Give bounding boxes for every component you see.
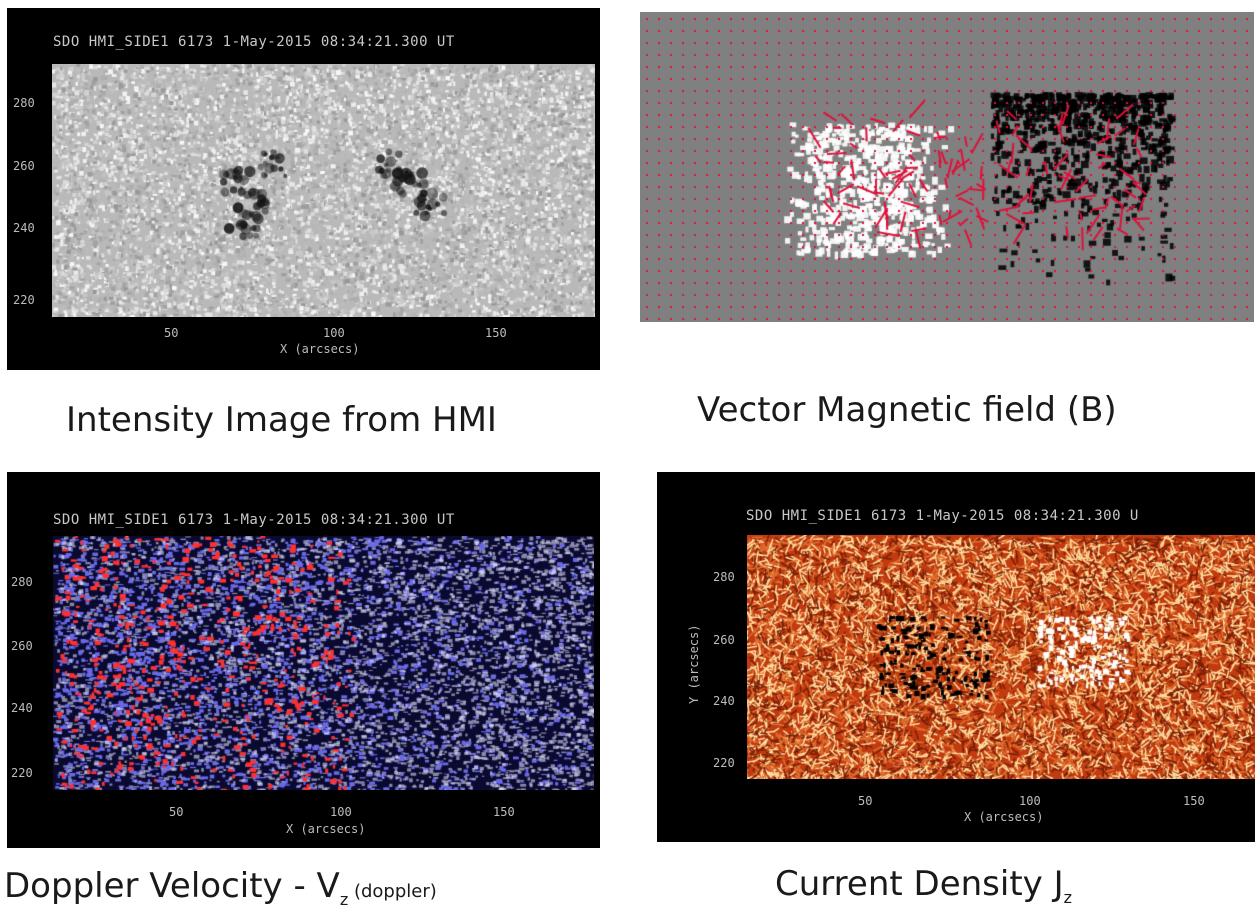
doppler-header: SDO HMI_SIDE1 6173 1-May-2015 08:34:21.3… (53, 512, 455, 528)
y-tick: 260 (713, 633, 735, 647)
caption-doppler-main: Doppler Velocity - V (4, 866, 340, 906)
x-axis-label: X (arcsecs) (286, 822, 366, 836)
y-tick: 280 (713, 570, 735, 584)
y-tick: 240 (11, 701, 33, 715)
x-tick: 50 (169, 805, 184, 819)
caption-intensity: Intensity Image from HMI (66, 400, 497, 440)
doppler-panel: SDO HMI_SIDE1 6173 1-May-2015 08:34:21.3… (7, 472, 600, 848)
x-tick: 150 (493, 805, 515, 819)
y-tick: 220 (13, 293, 35, 307)
caption-current: Current Density Jz (775, 864, 1072, 907)
current-panel: SDO HMI_SIDE1 6173 1-May-2015 08:34:21.3… (657, 472, 1255, 842)
y-tick: 280 (11, 575, 33, 589)
intensity-panel: SDO HMI_SIDE1 6173 1-May-2015 08:34:21.3… (7, 8, 600, 370)
vector-panel (628, 8, 1255, 324)
vector-field-image (640, 12, 1254, 322)
caption-current-sub: z (1063, 887, 1073, 907)
y-tick: 220 (713, 756, 735, 770)
y-tick: 260 (13, 159, 35, 173)
caption-current-main: Current Density J (775, 864, 1064, 904)
x-tick: 150 (485, 326, 507, 340)
caption-vector: Vector Magnetic field (B) (697, 390, 1117, 430)
caption-doppler-sub: z (339, 889, 349, 909)
intensity-image (52, 64, 595, 317)
caption-doppler: Doppler Velocity - Vz (doppler) (4, 866, 437, 909)
x-tick: 100 (330, 805, 352, 819)
y-tick: 260 (11, 639, 33, 653)
x-tick: 150 (1183, 794, 1205, 808)
y-tick: 220 (11, 766, 33, 780)
caption-doppler-paren: (doppler) (348, 881, 437, 902)
x-tick: 50 (858, 794, 873, 808)
y-tick: 240 (713, 694, 735, 708)
y-axis-label: Y (arcsecs) (687, 624, 701, 704)
y-tick: 240 (13, 221, 35, 235)
y-tick: 280 (13, 96, 35, 110)
x-axis-label: X (arcsecs) (964, 810, 1044, 824)
x-axis-label: X (arcsecs) (280, 342, 360, 356)
current-density-image (747, 535, 1255, 779)
doppler-image (53, 536, 594, 790)
x-tick: 50 (164, 326, 179, 340)
intensity-header: SDO HMI_SIDE1 6173 1-May-2015 08:34:21.3… (53, 34, 455, 50)
x-tick: 100 (323, 326, 345, 340)
x-tick: 100 (1019, 794, 1041, 808)
current-header: SDO HMI_SIDE1 6173 1-May-2015 08:34:21.3… (746, 508, 1139, 524)
